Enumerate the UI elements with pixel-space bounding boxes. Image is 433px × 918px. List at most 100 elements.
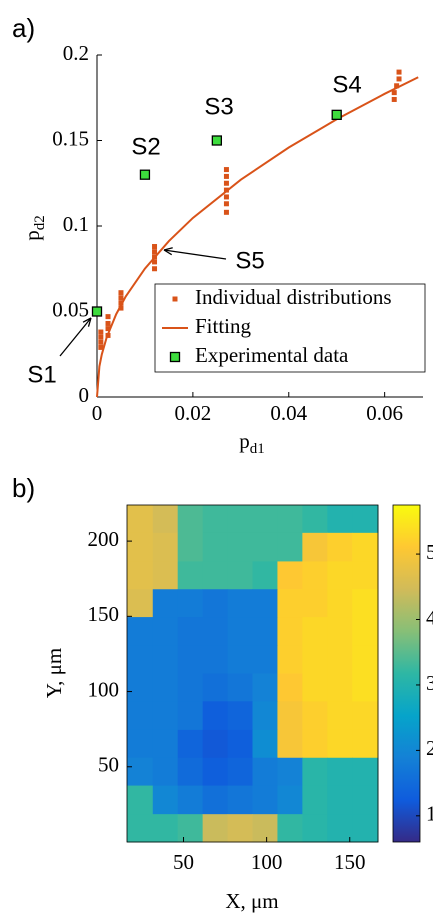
colorbar-tick-label: 3 [426,671,433,695]
heatmap-cell [327,645,353,674]
y-tick-label: 0 [79,383,90,407]
heatmap-cell [152,729,179,759]
y-tick-label: 200 [88,527,120,551]
heatmap-cell [327,814,353,843]
distribution-point [223,209,229,215]
y-axis-label-sub: d2 [32,215,48,230]
heatmap-cell [302,729,328,759]
heatmap-cell [152,785,179,815]
legend-marker [169,351,181,363]
heatmap-cell [177,785,204,815]
heatmap-cell [177,589,204,618]
distribution-point [223,180,229,186]
heatmap-cell [152,617,179,647]
heatmap-cell [352,561,379,590]
heatmap-cell [302,589,328,618]
heatmap-cell [202,729,229,759]
experimental-point [211,135,223,146]
heatmap-cell [227,645,253,674]
heatmap-cell [352,757,379,787]
heatmap-cell [152,673,179,702]
heatmap-cell [202,645,229,674]
distribution-point [152,249,158,255]
panel-label: a) [12,13,35,43]
heatmap-cell [202,701,229,731]
heatmap-cell [177,645,204,674]
heatmap-cell [252,645,278,674]
heatmap-cell [352,814,379,843]
heatmap-cell [302,645,328,674]
heatmap-cell [202,814,229,843]
heatmap-cell [227,729,253,759]
heatmap-cell [327,589,353,618]
heatmap-cell [202,532,229,562]
distribution-point [98,339,104,345]
distribution-point [105,320,111,326]
heatmap-cell [127,673,154,702]
distribution-point [118,305,124,311]
legend-label: Fitting [195,314,252,338]
annotation: S1 [27,361,56,388]
heatmap-cell [327,673,353,702]
x-tick-label: 0.02 [175,401,212,425]
heatmap-cell [127,617,154,647]
heatmap-cell [327,785,353,815]
colorbar-tick-label: 4 [426,605,433,629]
heatmap-cell [252,617,278,647]
heatmap-cell [202,757,229,787]
x-axis-label: X, μm [225,889,278,913]
distribution-point [223,194,229,200]
x-axis-label-main: p [239,429,250,453]
x-axis-label: pd1 [239,429,265,458]
y-axis-label: pd2 [20,215,49,241]
annotation-arrow [163,249,227,260]
heatmap-cell [152,701,179,731]
distribution-point [223,167,229,173]
heatmap-cell [352,589,379,618]
heatmap-cell [302,757,328,787]
heatmap-cell [277,617,303,647]
experimental-point [91,306,103,317]
legend-marker [172,296,178,302]
heatmap-cell [127,589,154,618]
heatmap-cell [202,673,229,702]
heatmap-cell [352,617,379,647]
distribution-point [105,314,111,320]
heatmap-cell [127,785,154,815]
heatmap-cell [202,505,229,534]
heatmap-cell [227,701,253,731]
distribution-point [98,344,104,350]
colorbar-tick-label: 1 [426,802,433,826]
heatmap-cell [302,561,328,590]
colorbar-tick-label: 2 [426,736,433,760]
distribution-point [118,290,124,296]
heatmap-cell [202,589,229,618]
distribution-point [396,69,402,75]
heatmap-cell [277,757,303,787]
heatmap-cell [127,814,154,843]
heatmap-cell [302,785,328,815]
arrow-head [163,247,173,256]
y-tick-label: 50 [98,753,119,777]
heatmap-cell [252,505,278,534]
x-tick-label: 0 [92,401,103,425]
y-tick-label: 0.15 [52,126,89,150]
heatmap-cell [252,814,278,843]
heatmap-cell [327,701,353,731]
heatmap-cell [252,589,278,618]
heatmap-cell [127,532,154,562]
y-tick-label: 100 [88,677,120,701]
heatmap-cell [277,645,303,674]
heatmap-cell [202,617,229,647]
arrow-head [82,317,92,327]
heatmap-cell [177,729,204,759]
y-tick-label: 0.05 [52,297,89,321]
heatmap-cell [227,617,253,647]
distribution-point [152,259,158,265]
heatmap-cell [327,729,353,759]
heatmap-cell [152,645,179,674]
y-tick-label: 0.2 [63,41,89,65]
annotation: S2 [131,133,160,160]
annotation: S3 [204,93,233,120]
